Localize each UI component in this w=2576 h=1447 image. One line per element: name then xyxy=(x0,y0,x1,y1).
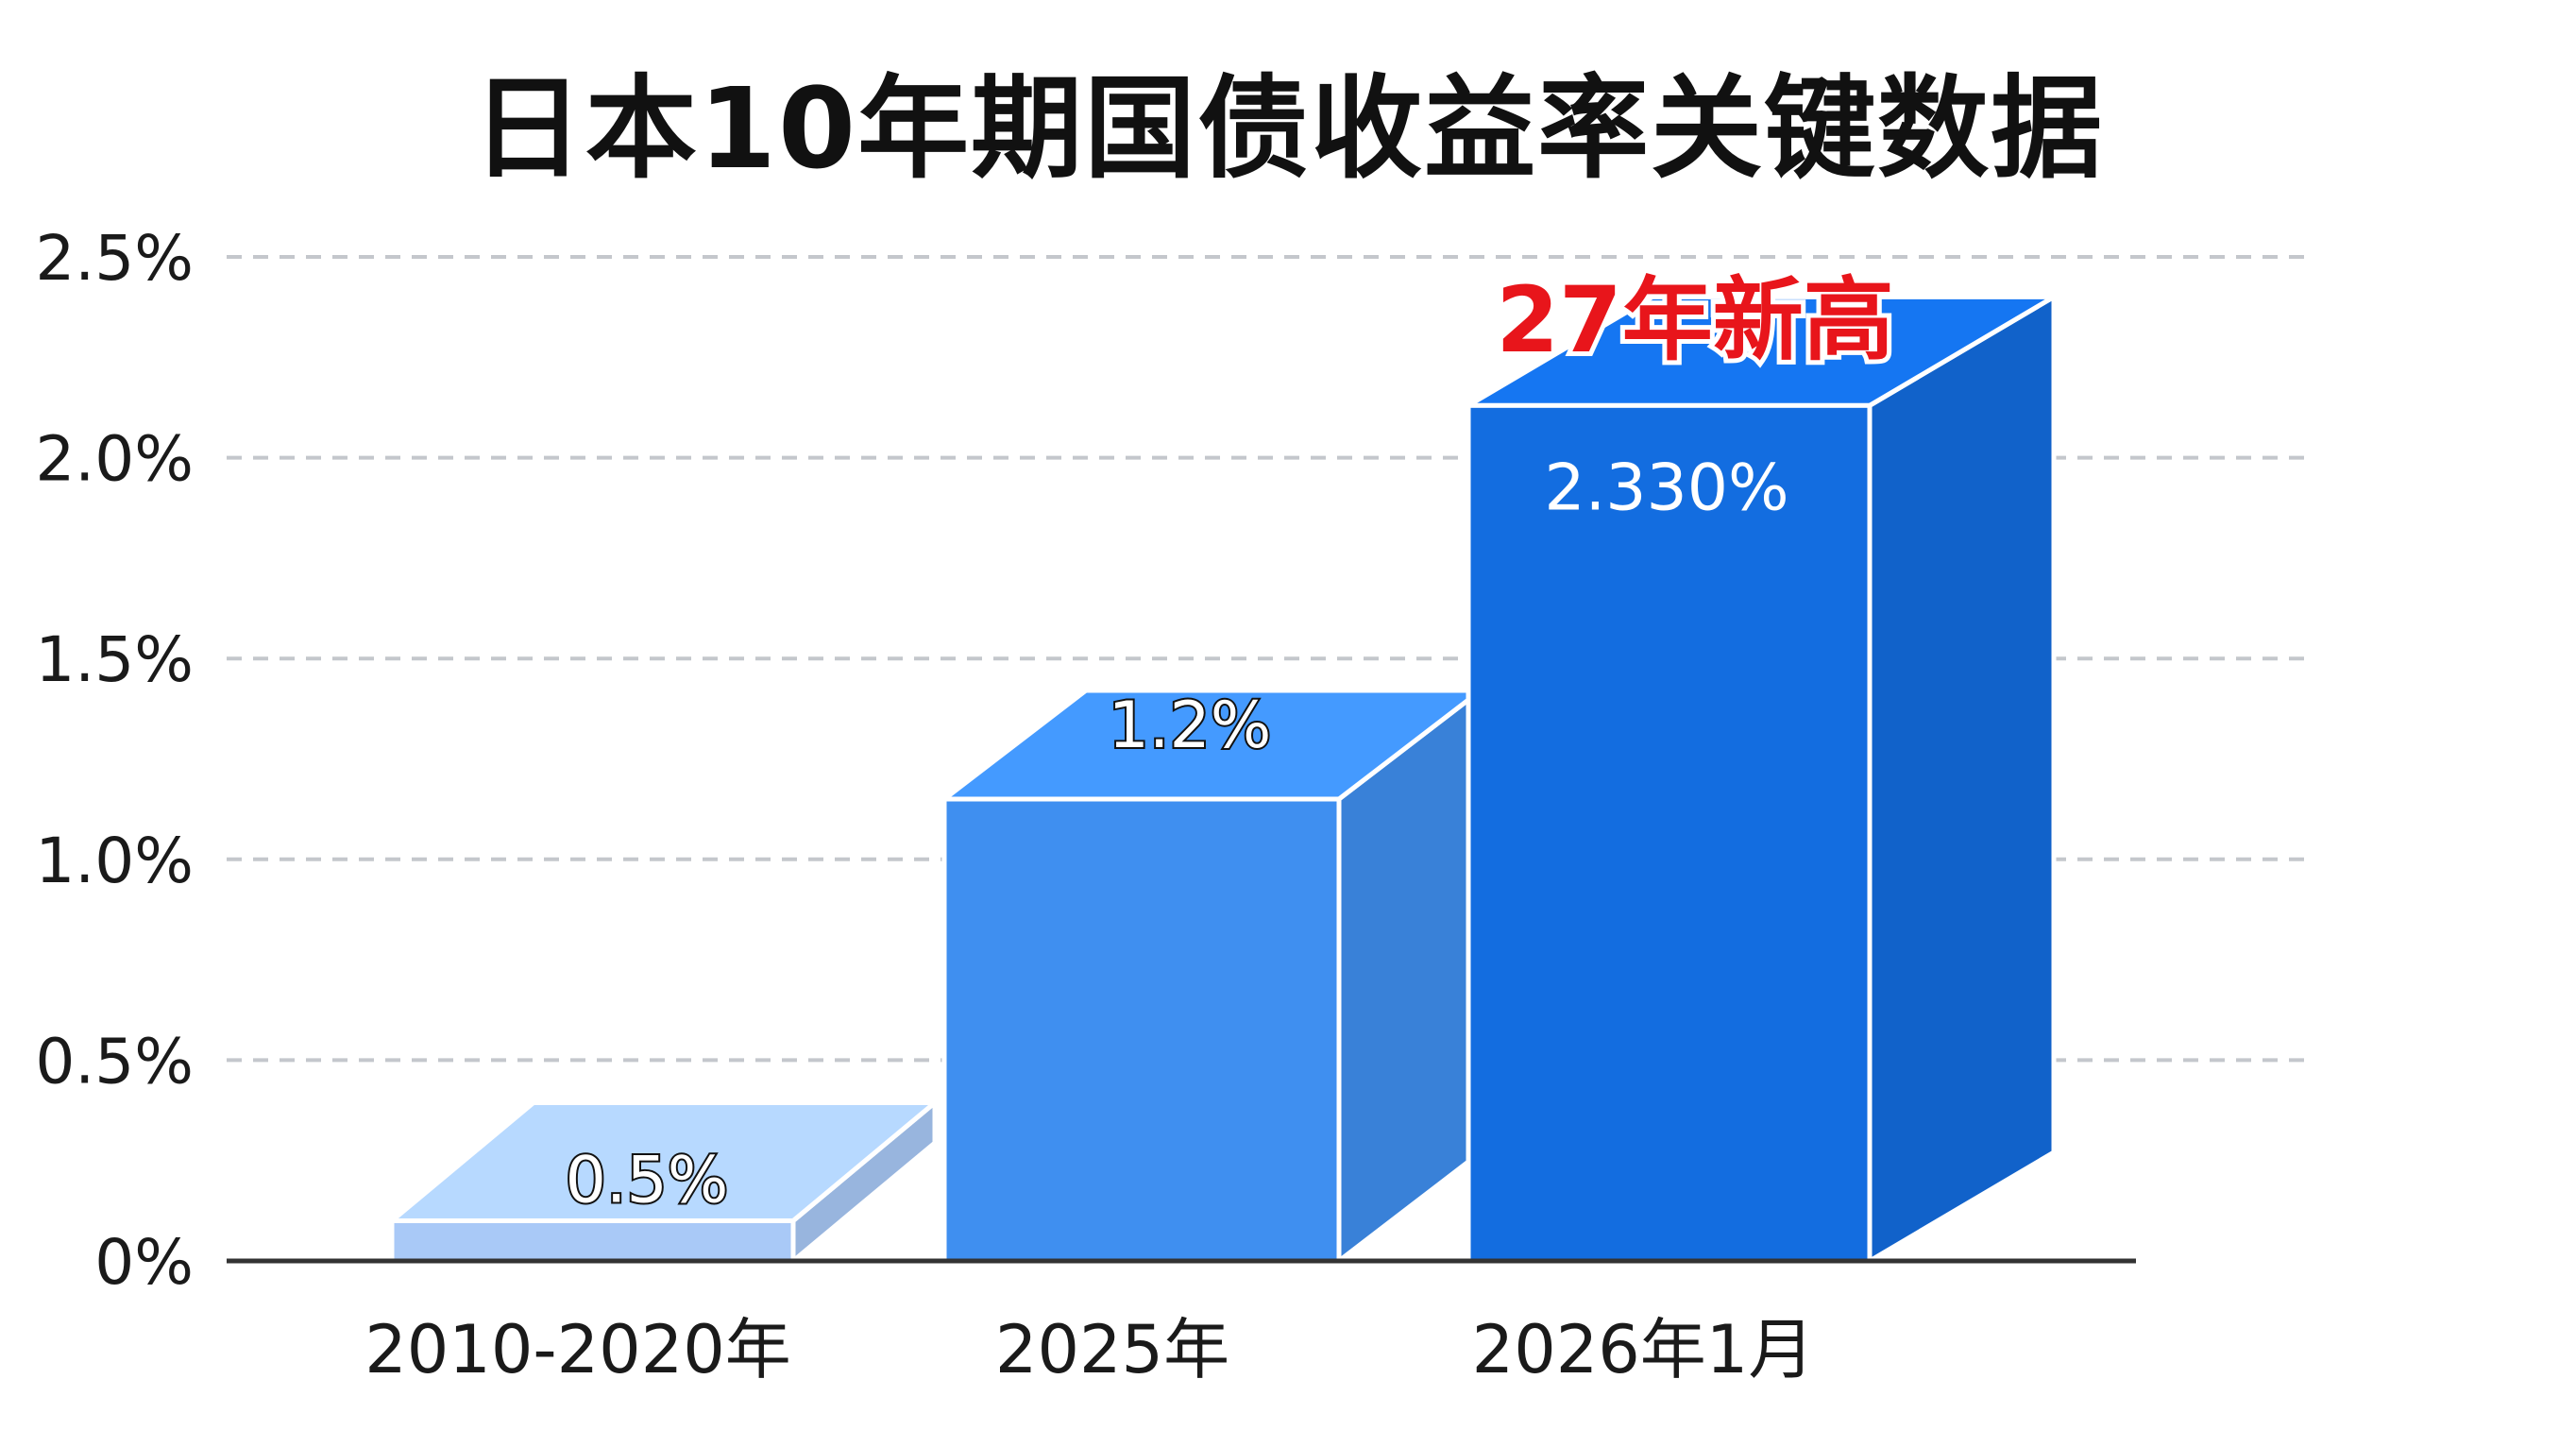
y-tick-label: 0.5% xyxy=(35,1025,194,1098)
bar-side xyxy=(1867,294,2057,1264)
x-tick-label: 2010-2020年 xyxy=(364,1311,791,1388)
y-tick-label: 1.5% xyxy=(35,623,194,696)
y-tick-label: 2.5% xyxy=(35,222,194,295)
bar xyxy=(389,1217,796,1264)
data-label: 1.2% xyxy=(1109,689,1272,763)
chart-title: 日本10年期国债收益率关键数据 xyxy=(471,63,2105,194)
annotation-label: 27年新高 xyxy=(1496,267,1894,373)
data-label: 2.330% xyxy=(1544,451,1788,525)
bar xyxy=(1466,402,1873,1264)
x-tick-label: 2025年 xyxy=(995,1311,1229,1388)
data-label: 0.5% xyxy=(566,1143,729,1217)
x-tick-label: 2026年1月 xyxy=(1472,1311,1815,1388)
y-tick-label: 2.0% xyxy=(35,423,194,496)
y-tick-label: 1.0% xyxy=(35,825,194,897)
y-tick-label: 0% xyxy=(94,1226,194,1299)
bar xyxy=(941,796,1342,1264)
